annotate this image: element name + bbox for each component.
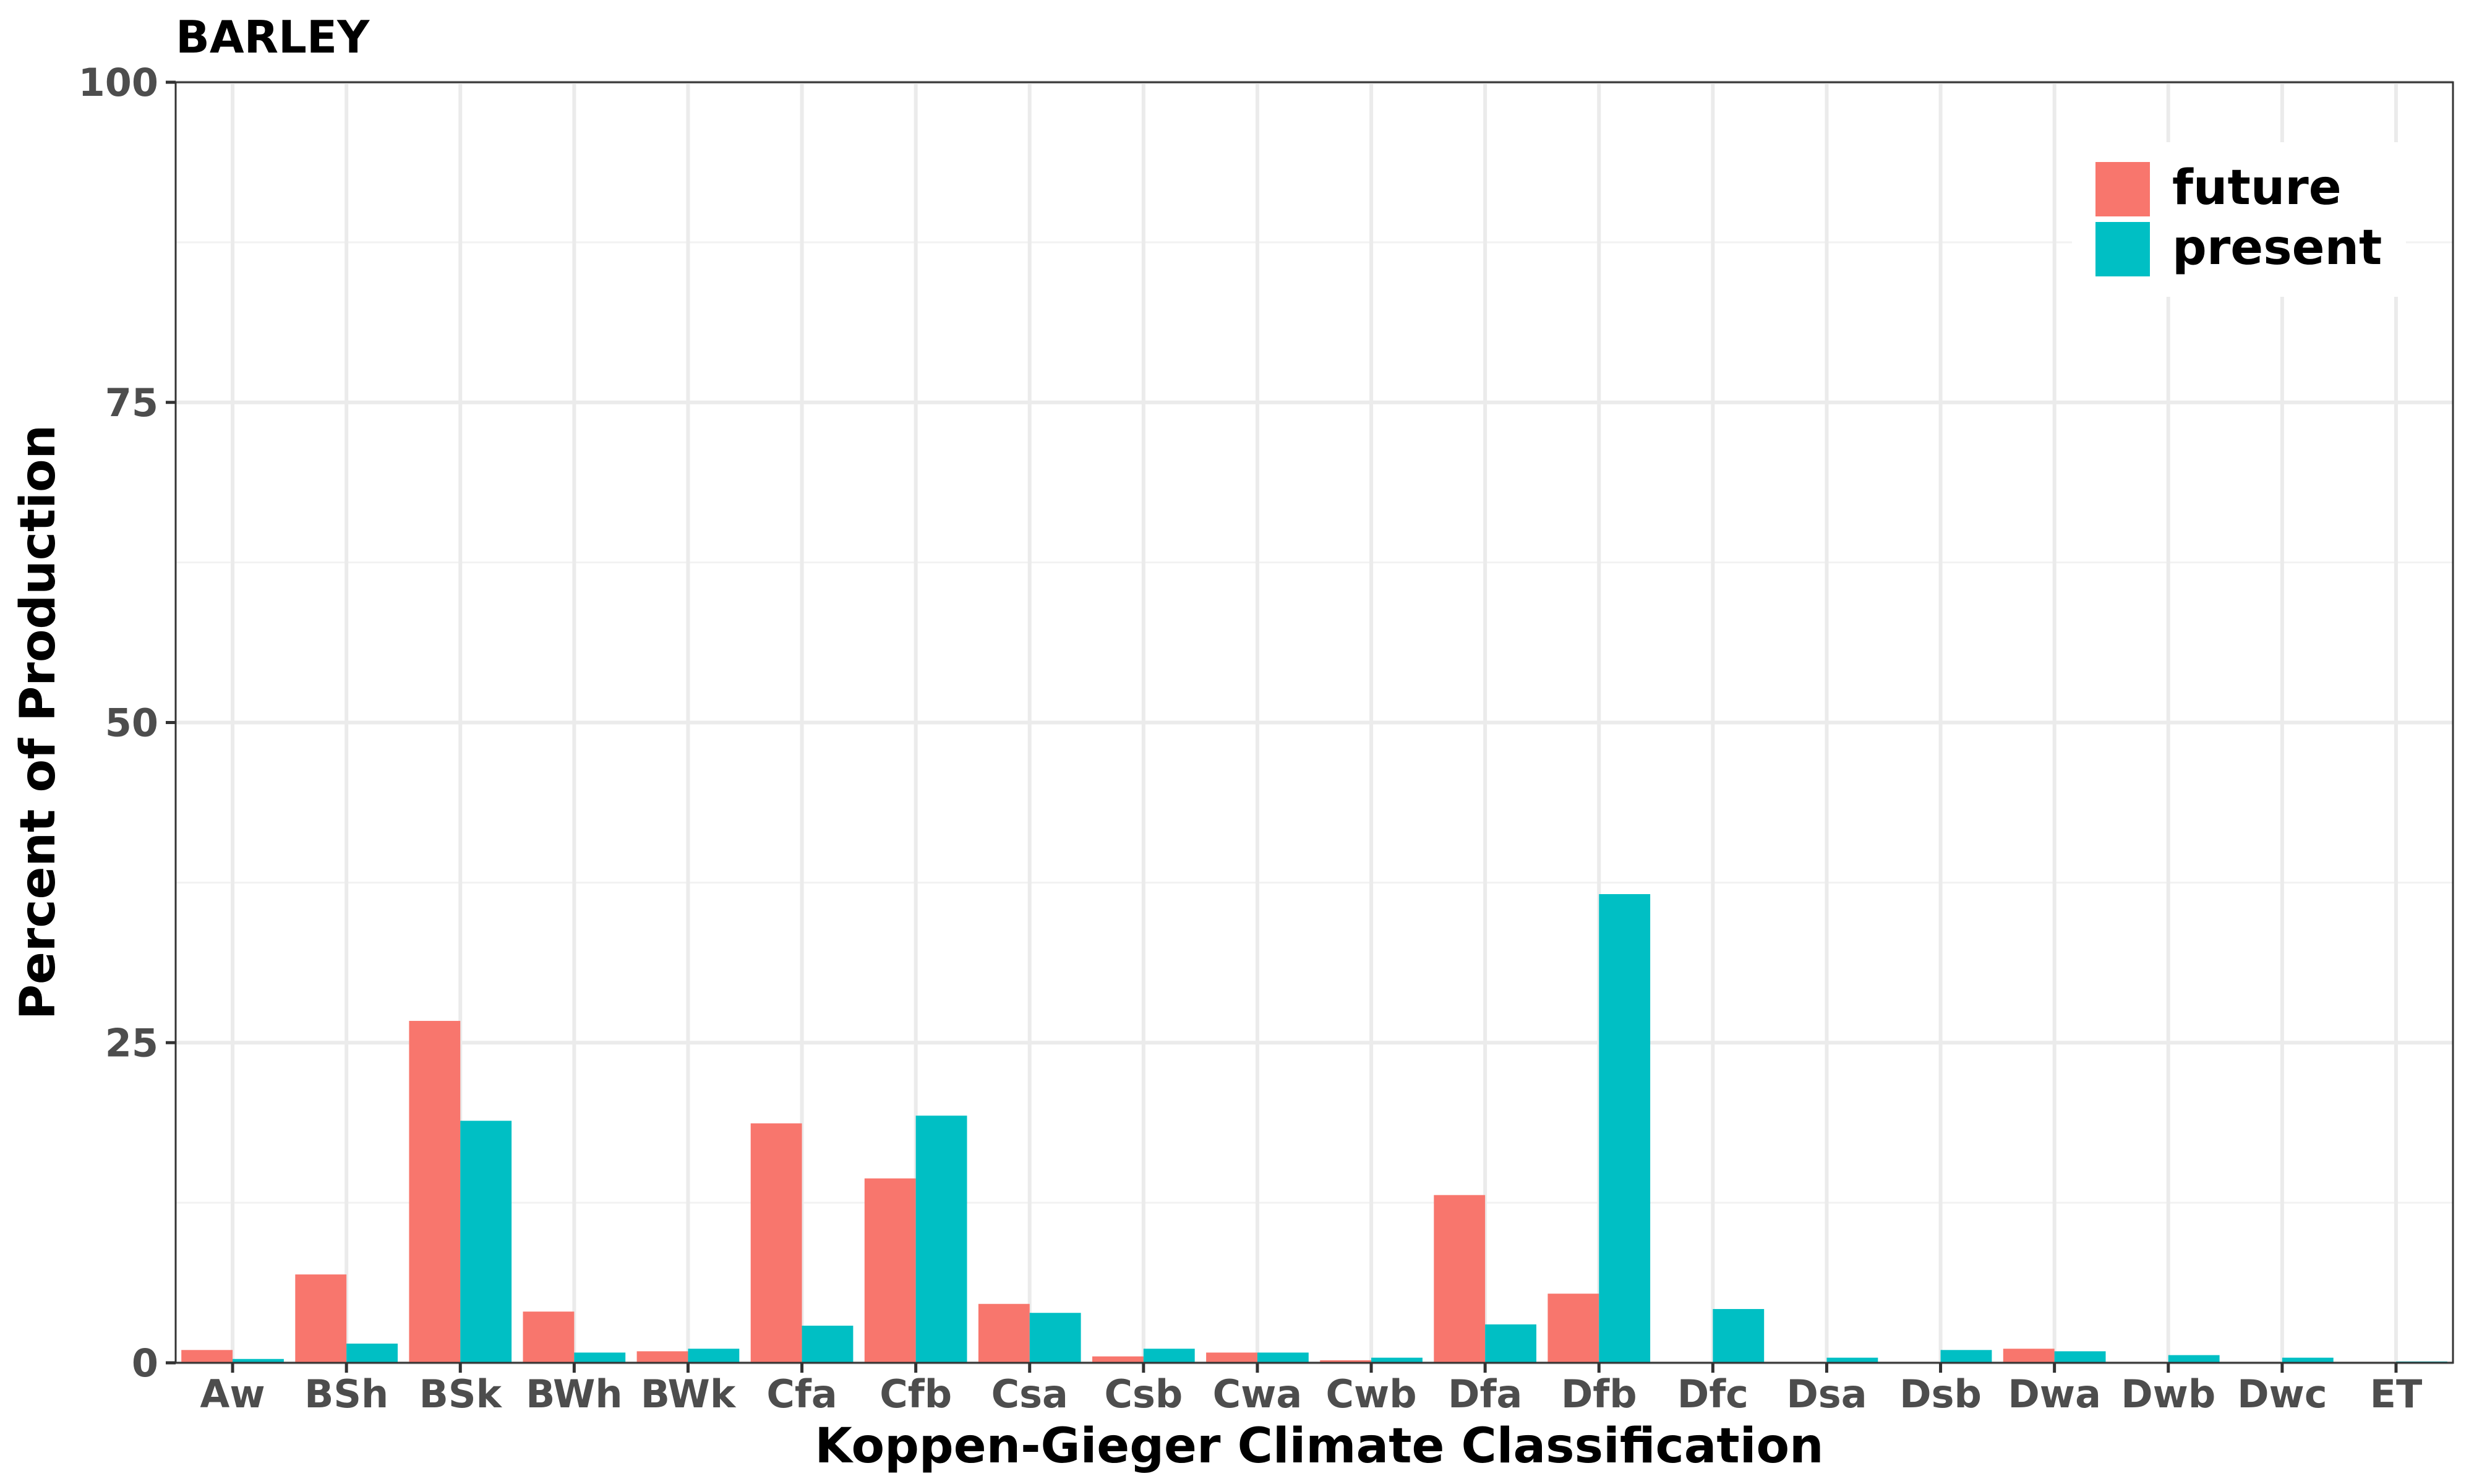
- legend-label-present: present: [2172, 220, 2382, 276]
- y-axis-title: Percent of Production: [11, 425, 66, 1020]
- bar-present-Dsb: [1940, 1350, 1992, 1363]
- bar-present-Dwc: [2282, 1357, 2334, 1363]
- x-tick-label-BSk: BSk: [419, 1371, 503, 1417]
- x-tick-label-Csa: Csa: [991, 1371, 1068, 1417]
- x-tick-label-BWh: BWh: [526, 1371, 622, 1417]
- x-tick-label-BWk: BWk: [641, 1371, 737, 1417]
- bar-present-Csb: [1143, 1349, 1195, 1363]
- x-tick-label-Cfb: Cfb: [880, 1371, 952, 1417]
- legend-label-future: future: [2172, 160, 2342, 216]
- y-tick-label: 50: [105, 701, 158, 746]
- x-tick-label-Dwc: Dwc: [2237, 1371, 2327, 1417]
- y-tick-label: 100: [79, 60, 158, 105]
- x-tick-label-Dfc: Dfc: [1677, 1371, 1748, 1417]
- x-tick-label-Cwa: Cwa: [1213, 1371, 1303, 1417]
- x-tick-label-ET: ET: [2370, 1371, 2423, 1417]
- x-tick-label-Dwa: Dwa: [2008, 1371, 2101, 1417]
- bar-present-Dsa: [1826, 1357, 1878, 1363]
- legend-key-future: [2095, 162, 2150, 216]
- y-tick-label: 75: [105, 380, 158, 425]
- y-axis: 0 25 50 75 100: [79, 60, 176, 1386]
- x-tick-label-Dsa: Dsa: [1786, 1371, 1867, 1417]
- x-tick-label-Dwb: Dwb: [2121, 1371, 2215, 1417]
- x-tick-label-Cwb: Cwb: [1325, 1371, 1416, 1417]
- bar-present-Cfb: [915, 1115, 967, 1363]
- x-tick-label-BSh: BSh: [304, 1371, 388, 1417]
- x-tick-label-Dfa: Dfa: [1448, 1371, 1522, 1417]
- bar-future-Cfa: [750, 1123, 802, 1363]
- grid-lines: [176, 80, 2453, 1365]
- bar-future-Dfa: [1434, 1195, 1486, 1363]
- x-tick-label-Dfb: Dfb: [1561, 1371, 1637, 1417]
- bar-present-Cwb: [1371, 1357, 1423, 1363]
- bar-future-Dfb: [1547, 1294, 1599, 1363]
- y-tick-label: 25: [105, 1020, 158, 1065]
- bars: [181, 894, 2447, 1363]
- bar-present-BWk: [688, 1349, 740, 1363]
- bar-future-Dwa: [2003, 1349, 2055, 1363]
- bar-future-BSk: [409, 1021, 461, 1363]
- bar-present-Csa: [1029, 1313, 1081, 1363]
- x-axis: Aw BSh BSk BWh BWk Cfa Cfb Csa Csb Cwa Cwb Dfa Dfb Df…: [200, 1363, 2422, 1417]
- bar-future-Aw: [181, 1350, 233, 1363]
- bar-future-Csa: [978, 1303, 1030, 1363]
- bar-present-BSk: [460, 1120, 512, 1363]
- chart-title: BARLEY: [176, 11, 370, 63]
- bar-present-Dwb: [2168, 1355, 2220, 1363]
- x-tick-label-Cfa: Cfa: [766, 1371, 837, 1417]
- y-tick-label: 0: [132, 1341, 158, 1386]
- bar-present-Cwa: [1257, 1352, 1309, 1363]
- bar-future-BWh: [523, 1311, 575, 1363]
- x-tick-label-Aw: Aw: [200, 1371, 265, 1417]
- bar-present-BSh: [346, 1343, 398, 1363]
- bar-future-Csb: [1092, 1356, 1144, 1363]
- bar-future-Cfb: [864, 1178, 916, 1363]
- bar-present-Cfa: [802, 1325, 854, 1363]
- bar-future-Cwb: [1320, 1360, 1372, 1363]
- bar-future-BWk: [636, 1351, 688, 1363]
- x-tick-label-Dsb: Dsb: [1899, 1371, 1982, 1417]
- legend-key-present: [2095, 222, 2150, 276]
- bar-present-Aw: [233, 1358, 284, 1363]
- x-tick-label-Csb: Csb: [1104, 1371, 1183, 1417]
- bar-present-Dfc: [1713, 1309, 1765, 1363]
- bar-present-BWh: [574, 1352, 626, 1363]
- bar-present-Dfa: [1485, 1324, 1536, 1363]
- bar-future-BSh: [295, 1274, 347, 1363]
- bar-present-Dwa: [2054, 1351, 2106, 1363]
- bar-future-Cwa: [1206, 1352, 1257, 1363]
- x-axis-title: Koppen-Gieger Climate Classification: [815, 1418, 1823, 1474]
- bar-present-Dfb: [1599, 894, 1651, 1363]
